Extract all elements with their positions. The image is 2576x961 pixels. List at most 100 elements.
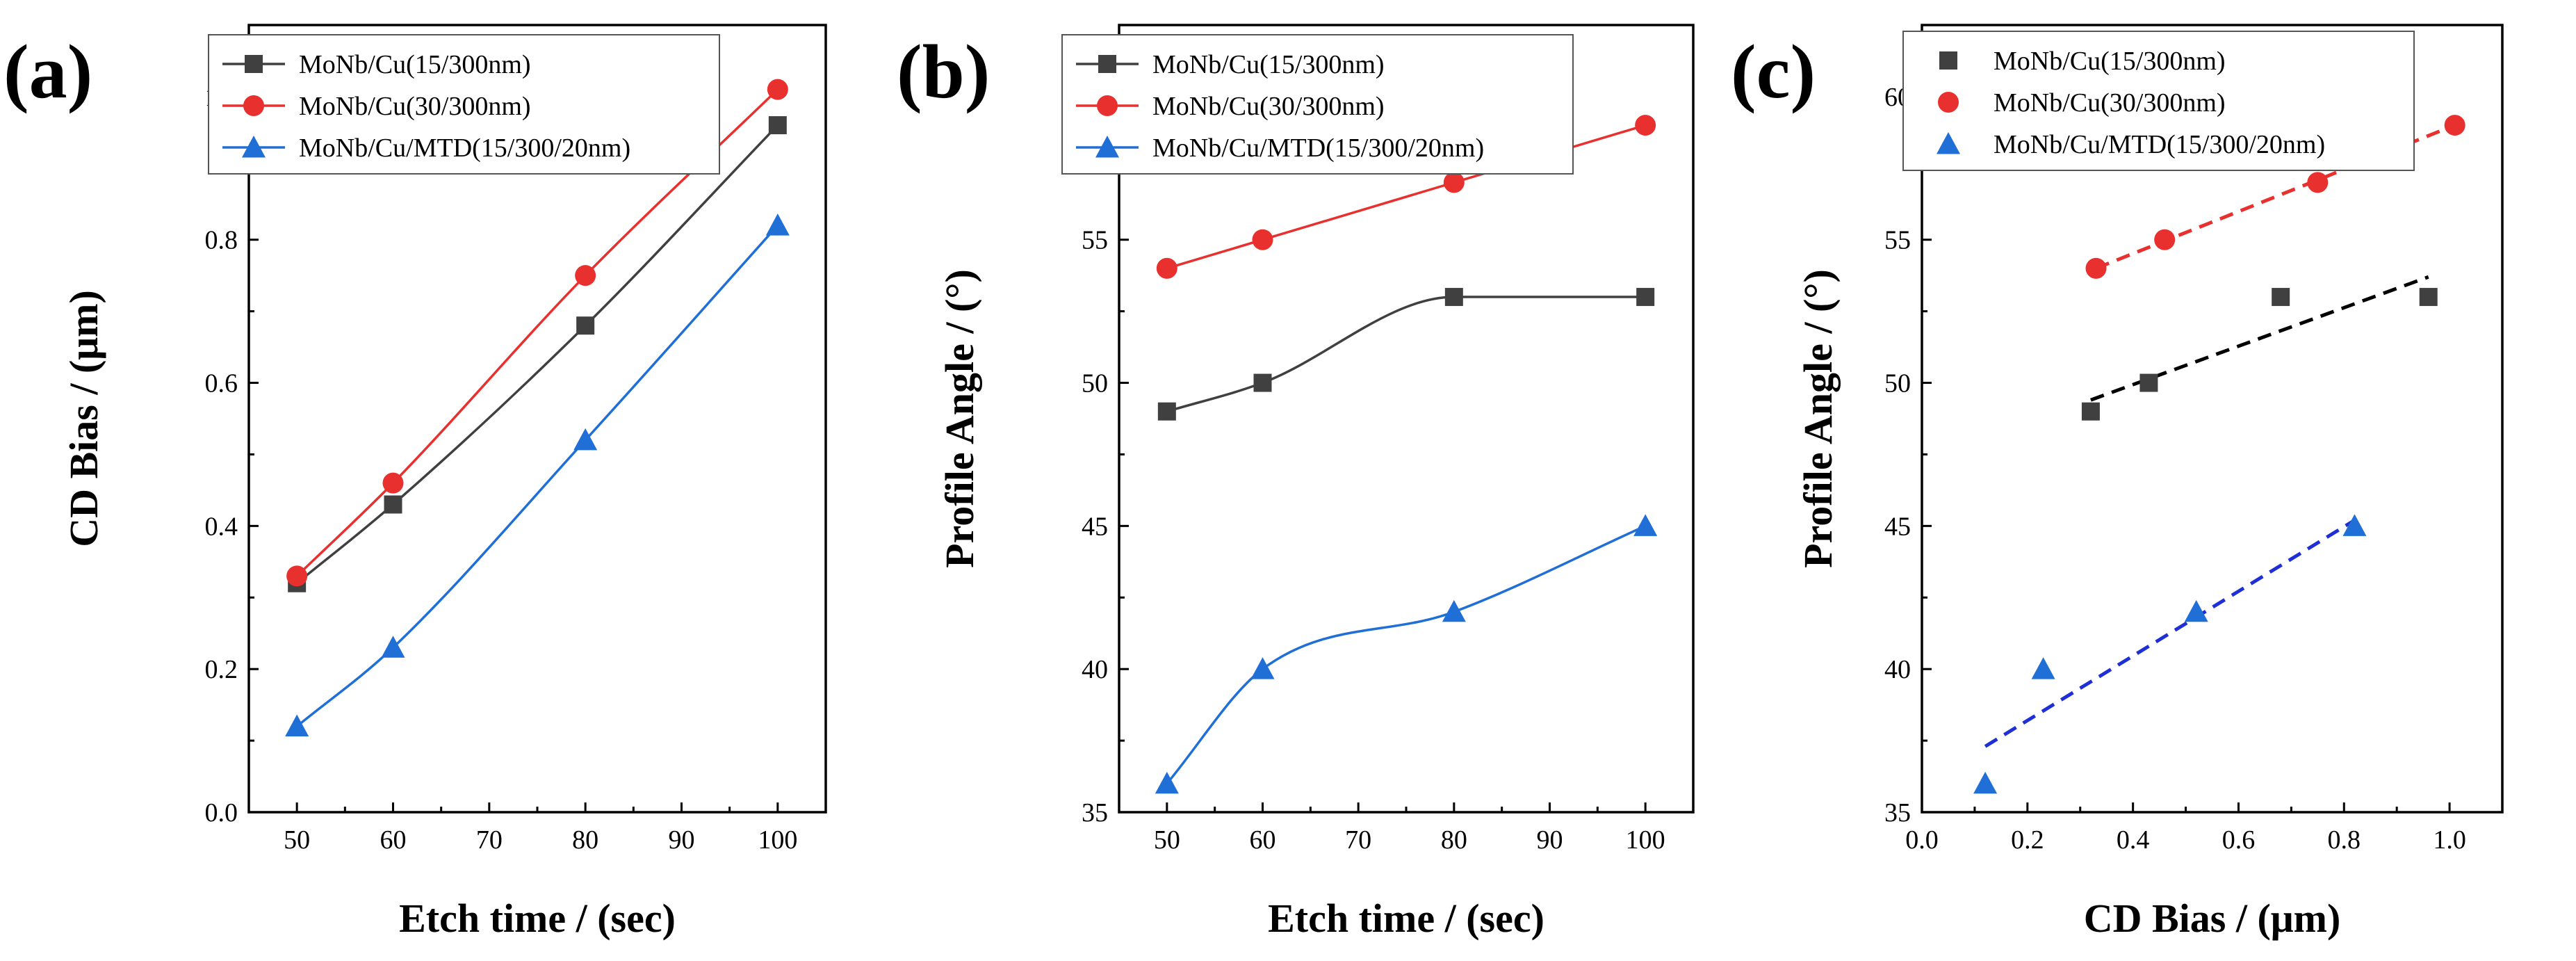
panel-label: (a) [3,29,92,114]
series-1 [2081,275,2438,421]
legend-label: MoNb/Cu/MTD(15/300/20nm) [299,134,630,163]
series-3 [1973,514,2367,794]
series-line [296,224,779,727]
data-point [575,265,596,286]
x-axis-title: Etch time / (sec) [1268,896,1544,941]
legend-label: MoNb/Cu(15/300nm) [1152,50,1385,79]
y-tick-label: 50 [1884,369,1911,398]
x-axis-title: CD Bias / (μm) [2084,896,2341,941]
x-tick-label: 80 [572,825,598,855]
x-tick-label: 0.2 [2011,825,2044,855]
legend-box [1902,31,2415,171]
y-tick-label: 0.4 [205,512,238,541]
y-tick-label: 45 [1082,512,1108,541]
chart-panel-b: 5060708090100354045505560Etch time / (se… [897,24,1695,941]
series-line [1166,524,1646,784]
legend-marker [242,136,266,158]
data-point [1252,229,1273,250]
data-point [573,428,598,451]
data-point [2419,288,2438,307]
x-tick-label: 0.6 [2222,825,2256,855]
legend-marker [1939,51,1957,70]
x-axis-title: Etch time / (sec) [399,896,676,941]
legend-marker [1097,95,1118,116]
y-tick-label: 35 [1884,798,1911,827]
data-point [286,565,308,587]
legend-label: MoNb/Cu(15/300nm) [1994,47,2226,76]
x-tick-label: 50 [1154,825,1180,855]
series-3 [285,213,790,736]
data-point [2081,402,2100,421]
data-point [1155,771,1179,794]
data-point [384,495,402,514]
legend: MoNb/Cu(15/300nm) MoNb/Cu(30/300nm) MoNb/C… [1902,31,2415,171]
fit-line [2090,275,2429,402]
data-point [2342,514,2367,536]
data-point [768,116,787,135]
data-point [2085,257,2107,279]
panel-label: (b) [897,29,990,114]
data-point [1443,172,1465,193]
data-point [1635,115,1656,136]
legend: MoNb/Cu(15/300nm) MoNb/Cu(30/300nm) MoNb/C… [208,34,720,175]
x-tick-label: 100 [758,825,797,855]
y-axis-title: Profile Angle / (°) [937,269,982,568]
y-tick-label: 0.0 [205,798,238,827]
legend-marker [1095,136,1119,158]
data-point [1156,257,1177,279]
x-tick-label: 70 [1345,825,1371,855]
legend: MoNb/Cu(15/300nm) MoNb/Cu(30/300nm) MoNb/C… [1061,34,1574,175]
x-tick-label: 1.0 [2433,825,2466,855]
panel-label: (c) [1731,29,1816,114]
series-line [296,124,779,585]
data-point [576,316,595,335]
x-tick-label: 90 [669,825,695,855]
y-tick-label: 40 [1082,655,1108,684]
x-tick-label: 0.8 [2328,825,2361,855]
legend-label: MoNb/Cu/MTD(15/300/20nm) [1994,130,2325,159]
data-point [2272,288,2290,307]
x-tick-label: 100 [1626,825,1665,855]
y-tick-label: 55 [1082,226,1108,255]
x-tick-label: 0.4 [2117,825,2150,855]
data-point [2444,115,2465,136]
legend-marker [243,95,264,116]
legend-box [208,34,720,175]
series-1 [1157,288,1655,421]
series-line [1166,296,1646,413]
series-3 [1155,514,1658,794]
data-point [1442,599,1466,622]
data-point [1636,288,1655,307]
y-axis-title: Profile Angle / (°) [1795,269,1841,568]
legend-label: MoNb/Cu/MTD(15/300/20nm) [1152,134,1484,163]
data-point [2031,657,2055,679]
data-point [767,79,788,100]
x-tick-label: 0.0 [1905,825,1939,855]
y-axis-title: CD Bias / (μm) [61,290,106,547]
x-tick-label: 80 [1441,825,1467,855]
y-tick-label: 50 [1082,369,1108,398]
data-point [2307,172,2329,193]
y-tick-label: 55 [1884,226,1911,255]
data-point [2139,373,2158,392]
plot-frame [1921,24,2504,814]
fit-line [1984,518,2356,748]
legend-label: MoNb/Cu(15/300nm) [299,50,531,79]
y-tick-label: 40 [1884,655,1911,684]
legend-label: MoNb/Cu(30/300nm) [1994,88,2226,118]
x-tick-label: 90 [1537,825,1563,855]
y-tick-label: 35 [1082,798,1108,827]
y-tick-label: 0.2 [205,655,238,684]
y-tick-label: 0.6 [205,369,238,398]
legend-marker [1937,132,1960,154]
data-point [765,213,790,236]
legend-box [1061,34,1574,175]
data-point [1444,288,1463,307]
legend-label: MoNb/Cu(30/300nm) [299,92,531,121]
y-tick-label: 0.8 [205,226,238,255]
data-point [1157,402,1176,421]
data-point [1633,514,1658,536]
